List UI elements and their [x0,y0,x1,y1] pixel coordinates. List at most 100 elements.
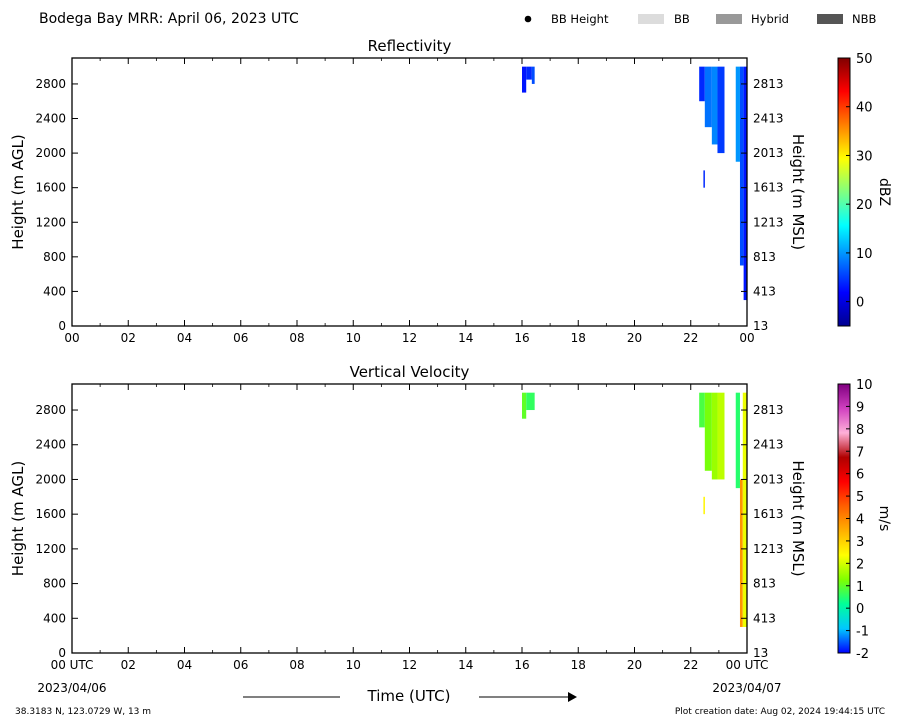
legend-nbb-label: NBB [852,12,876,26]
y-right-tick-label: 1613 [753,507,784,521]
colorbar-tick-label: 7 [856,445,864,460]
y-tick-label: 2400 [35,112,66,126]
x-tick-label: 04 [177,658,192,672]
location-label: 38.3183 N, 123.0729 W, 13 m [15,707,151,717]
echo-column [704,66,712,128]
echo-column [742,392,747,627]
y-tick-label: 400 [43,611,66,625]
y-tick-label: 2000 [35,472,66,486]
echo-column [531,66,535,84]
legend-bb-height-label: BB Height [551,12,609,26]
echo-column [735,392,740,489]
y-right-tick-label: 413 [753,284,776,298]
y-tick-label: 1600 [35,507,66,521]
echo-column [699,392,705,428]
y-right-tick-label: 2013 [753,146,784,160]
legend-hybrid-label: Hybrid [751,12,789,26]
echo-column [526,66,532,80]
echo-column [704,392,712,471]
y-tick-label: 400 [43,284,66,298]
x-tick-label: 20 [627,658,642,672]
x-tick-label: 06 [233,658,248,672]
y-tick-label: 800 [43,577,66,591]
plot-frame [71,383,748,654]
y-tick-label: 2800 [35,77,66,91]
y-tick-label: 800 [43,250,66,264]
colorbar-tick-label: 2 [856,557,864,572]
echo-column [522,66,527,93]
x-tick-label: 10 [346,331,361,345]
colorbar-label: m/s [876,506,892,532]
x-axis-title: Time (UTC) [367,687,451,705]
y-right-axis-label: Height (m MSL) [789,134,807,250]
x-tick-label: 18 [571,331,586,345]
colorbar-tick-label: 30 [856,149,873,164]
colorbar [837,57,851,327]
y-axis-label: Height (m AGL) [9,461,27,576]
x-tick-label: 12 [402,331,417,345]
y-tick-label: 2400 [35,438,66,452]
y-right-tick-label: 2413 [753,438,784,452]
colorbar-tick-label: 6 [856,468,864,483]
y-right-tick-label: 413 [753,611,776,625]
x-tick-label: 00 UTC [51,658,94,672]
echo-column [703,496,705,515]
x-tick-label: 20 [627,331,642,345]
x-tick-label: 22 [683,658,698,672]
x-tick-label: 06 [233,331,248,345]
colorbar-tick-label: 4 [856,513,864,528]
echo-column [526,392,535,411]
y-tick-label: 1600 [35,181,66,195]
y-right-tick-label: 813 [753,250,776,264]
y-right-tick-label: 2413 [753,112,784,126]
colorbar-tick-label: 1 [856,580,864,595]
time-arrow-head [568,692,577,702]
y-right-tick-label: 1613 [753,181,784,195]
panel-title: Vertical Velocity [350,363,470,381]
colorbar-tick-label: 0 [856,602,864,617]
x-tick-label: 00 [739,331,754,345]
echo-column [711,66,718,145]
colorbar-label: dBZ [876,178,892,206]
colorbar-tick-label: 10 [856,378,873,393]
x-tick-label: 12 [402,658,417,672]
colorbar-tick-label: 20 [856,198,873,213]
echo-column [703,170,705,188]
start-date-label: 2023/04/06 [37,681,106,695]
x-tick-label: 18 [571,658,586,672]
panel-title: Reflectivity [368,37,452,55]
colorbar-tick-label: 8 [856,423,864,438]
y-right-axis-label: Height (m MSL) [789,460,807,576]
y-tick-label: 2800 [35,403,66,417]
echo-column [739,66,744,266]
y-tick-label: 2000 [35,146,66,160]
echo-column [717,66,725,154]
y-right-tick-label: 13 [753,646,768,660]
y-right-tick-label: 2813 [753,77,784,91]
y-right-tick-label: 1213 [753,542,784,556]
x-tick-label: 16 [514,658,529,672]
y-tick-label: 0 [58,319,66,333]
colorbar-tick-label: 40 [856,101,873,116]
x-tick-label: 08 [289,658,304,672]
echo-column [699,66,705,102]
legend-nbb-swatch [817,14,843,24]
colorbar-tick-label: 9 [856,400,864,415]
y-tick-label: 1200 [35,542,66,556]
x-tick-label: 02 [121,331,136,345]
y-right-tick-label: 1213 [753,215,784,229]
y-right-tick-label: 13 [753,319,768,333]
figure-title: Bodega Bay MRR: April 06, 2023 UTC [39,11,299,27]
x-tick-label: 14 [458,331,473,345]
legend-hybrid-swatch [716,14,742,24]
y-tick-label: 0 [58,646,66,660]
end-date-label: 2023/04/07 [712,681,781,695]
echo-column [735,66,740,162]
plot-frame [71,57,748,327]
y-right-tick-label: 2013 [753,472,784,486]
legend-bb-swatch [638,14,664,24]
legend-bb-height-dot [524,15,532,23]
